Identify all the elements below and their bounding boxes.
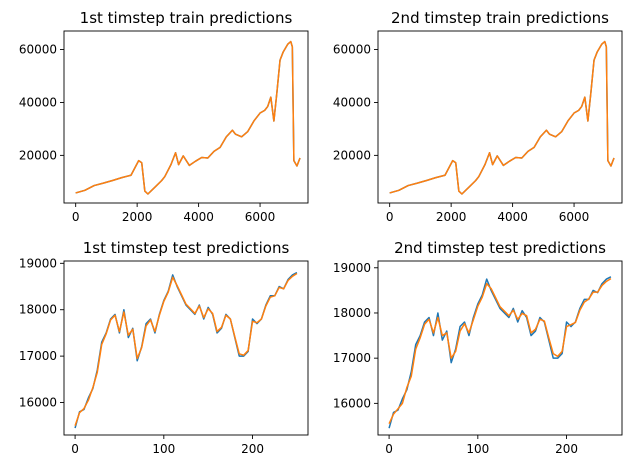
x-tick-label: 4000 (183, 210, 214, 224)
subplot-title: 1st timstep train predictions (80, 9, 293, 27)
y-tick-label: 60000 (19, 43, 57, 57)
y-tick-label: 16000 (333, 396, 371, 410)
axes-frame (63, 260, 309, 436)
y-tick-label: 17000 (333, 351, 371, 365)
series-line-2 (389, 40, 615, 195)
axes-frame (63, 30, 309, 204)
y-tick-label: 18000 (19, 303, 57, 317)
axes-frame (377, 260, 623, 436)
y-tick-label: 18000 (333, 306, 371, 320)
y-tick-label: 17000 (19, 349, 57, 363)
y-tick-label: 20000 (19, 148, 57, 162)
series-line-2 (74, 272, 298, 426)
x-tick-label: 6000 (245, 210, 276, 224)
axes-frame (377, 30, 623, 204)
subplot-title: 2nd timstep test predictions (394, 239, 606, 257)
series-line-2 (388, 277, 612, 425)
series-line-1 (75, 40, 301, 195)
y-tick-label: 16000 (19, 396, 57, 410)
x-tick-label: 200 (555, 442, 578, 456)
subplot-1: 0 2000 4000 6000 20000 40000 60000 1st timstep … (19, 9, 309, 224)
x-tick-label: 4000 (497, 210, 528, 224)
series-line-2 (75, 40, 301, 195)
x-tick-label: 0 (385, 442, 393, 456)
series-line-1 (74, 271, 298, 429)
x-tick-label: 6000 (559, 210, 590, 224)
subplot-title: 1st timstep test predictions (83, 239, 290, 257)
series-line-1 (388, 276, 612, 429)
subplot-title: 2nd timstep train predictions (391, 9, 609, 27)
x-tick-label: 100 (466, 442, 489, 456)
x-tick-label: 0 (71, 442, 79, 456)
y-tick-label: 40000 (333, 95, 371, 109)
x-tick-label: 100 (152, 442, 175, 456)
subplot-4: 0 100 200 16000 17000 18000 19000 2nd timstep t… (333, 239, 623, 456)
subplot-2: 0 2000 4000 6000 20000 40000 60000 2nd timstep … (333, 9, 623, 224)
y-tick-label: 20000 (333, 148, 371, 162)
series-line-1 (389, 40, 615, 195)
y-tick-label: 60000 (333, 43, 371, 57)
x-tick-label: 0 (72, 210, 80, 224)
y-tick-label: 19000 (333, 261, 371, 275)
x-tick-label: 2000 (122, 210, 153, 224)
x-tick-label: 200 (241, 442, 264, 456)
x-tick-label: 0 (386, 210, 394, 224)
subplot-3: 0 100 200 16000 17000 18000 19000 1st timstep t… (19, 239, 309, 456)
y-tick-label: 19000 (19, 256, 57, 270)
x-tick-label: 2000 (436, 210, 467, 224)
y-tick-label: 40000 (19, 95, 57, 109)
